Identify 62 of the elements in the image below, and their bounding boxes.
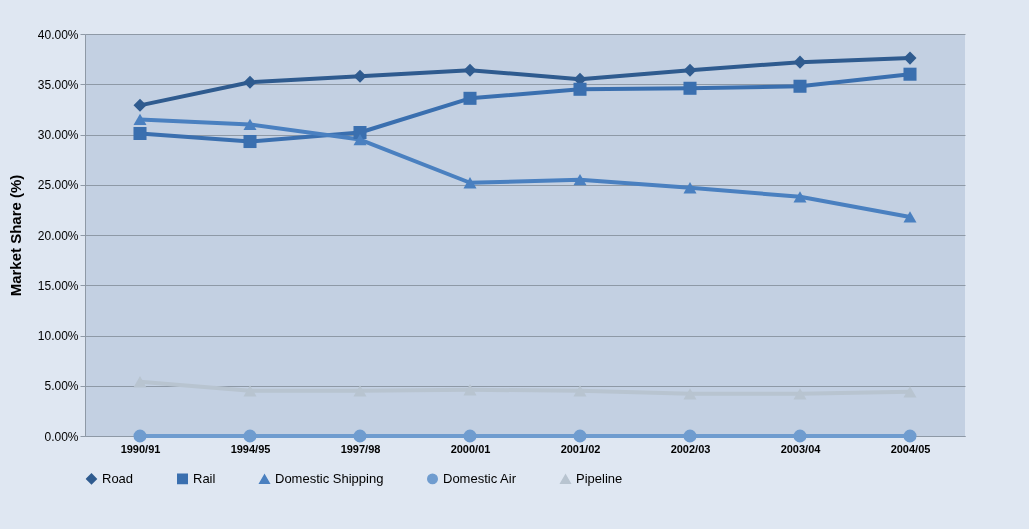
point (903, 211, 917, 223)
point (463, 177, 477, 189)
x-tick-label: 1994/95 (230, 442, 271, 455)
y-tick-label: 35.00% (37, 77, 79, 92)
x-tick-label: 2001/02 (560, 442, 601, 455)
point (243, 75, 257, 89)
y-tick-label: 30.00% (37, 128, 79, 142)
point (133, 113, 147, 126)
point (793, 429, 807, 443)
legend-label: Domestic Air (443, 470, 517, 486)
point (793, 191, 807, 203)
y-tick-label: 5.00% (44, 379, 79, 394)
point (903, 51, 917, 65)
point (573, 429, 587, 443)
point (683, 63, 697, 77)
point (573, 82, 587, 96)
point (573, 385, 587, 397)
point (243, 118, 257, 131)
point (903, 386, 917, 398)
point (793, 79, 807, 93)
point (243, 135, 257, 149)
point (353, 125, 367, 140)
x-tick-label: 2000/01 (450, 442, 491, 455)
point (683, 182, 697, 194)
point (353, 133, 367, 146)
legend-label: Pipeline (576, 471, 623, 487)
point (903, 429, 917, 443)
point (463, 429, 477, 443)
point (463, 63, 477, 77)
point (133, 126, 147, 141)
point (243, 429, 257, 443)
point (683, 388, 697, 400)
point (243, 385, 257, 397)
x-tick-label: 1990/91 (120, 442, 161, 455)
y-tick-label: 0.00% (44, 429, 79, 444)
point (683, 429, 697, 443)
x-tick-label: 2002/03 (670, 442, 711, 455)
point (793, 388, 807, 400)
x-tick-label: 2004/05 (890, 442, 931, 455)
x-tick-label: 2003/04 (780, 442, 822, 455)
point (133, 376, 147, 388)
point (793, 55, 807, 69)
y-tick-label: 20.00% (37, 228, 79, 243)
point (353, 385, 367, 397)
legend-label: Domestic Shipping (275, 471, 384, 487)
x-tick-label: 1997/98 (340, 442, 381, 455)
point (463, 91, 477, 105)
point (133, 98, 147, 112)
point (903, 67, 917, 81)
point (463, 384, 477, 396)
legend-label: Rail (193, 470, 216, 486)
legend-label: Road (102, 470, 134, 486)
point (353, 69, 367, 83)
point (573, 174, 587, 186)
point (353, 429, 367, 443)
y-tick-label: 25.00% (37, 178, 79, 193)
y-axis-title: Market Share (%) (6, 174, 24, 297)
y-tick-label: 15.00% (37, 278, 79, 293)
point (133, 429, 147, 443)
point (683, 81, 697, 95)
y-tick-label: 10.00% (37, 329, 79, 343)
y-tick-label: 40.00% (37, 27, 79, 42)
